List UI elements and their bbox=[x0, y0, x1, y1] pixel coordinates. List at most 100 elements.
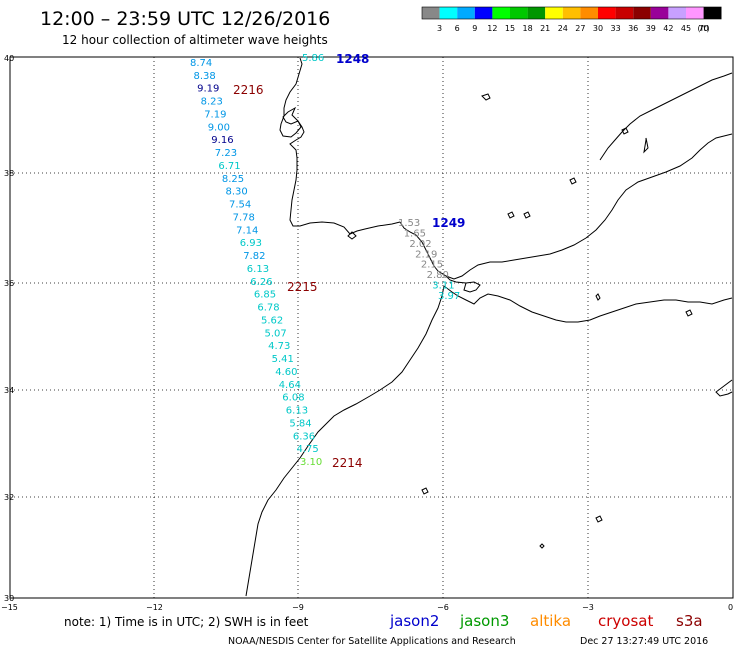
legend-label: 45 bbox=[681, 24, 691, 33]
wave-height-label: 1.53 bbox=[398, 218, 420, 229]
pass-label: 1248 bbox=[336, 52, 369, 66]
small-islet-1 bbox=[347, 231, 357, 240]
legend-label: 12 bbox=[487, 24, 497, 33]
altimeter-track-atlantic: 5.86 8.74 8.38 9.19 8.23 7.199.00 9.16 7.23 6.71… bbox=[190, 53, 324, 468]
legend-swatch bbox=[650, 7, 669, 19]
wave-height-label: 6.13 bbox=[286, 406, 308, 417]
lat-tick: 38 bbox=[4, 169, 14, 178]
wave-height-label: 3.10 bbox=[300, 457, 322, 468]
small-islet-7 bbox=[481, 93, 491, 101]
pass-labels: 1248 2216 1249 2215 2214 bbox=[233, 52, 465, 470]
lon-tick: −9 bbox=[292, 603, 304, 612]
legend-label: 18 bbox=[523, 24, 533, 33]
legend-label: 3 bbox=[437, 24, 442, 33]
small-islet-12 bbox=[685, 309, 693, 317]
wave-height-label: 4.64 bbox=[279, 380, 301, 391]
spain-south-coast bbox=[399, 133, 733, 280]
wave-height-label: 8.25 bbox=[222, 174, 244, 185]
legend-swatch bbox=[492, 7, 510, 19]
wave-height-label: 6.71 bbox=[218, 161, 240, 172]
legend-unit: (ft) bbox=[698, 24, 710, 33]
wave-height-label: 4.73 bbox=[268, 341, 290, 352]
credit-center: NOAA/NESDIS Center for Satellite Applica… bbox=[228, 636, 516, 647]
legend-swatch bbox=[422, 7, 440, 19]
wave-height-label: 8.74 bbox=[190, 58, 212, 69]
pass-label: 1249 bbox=[432, 216, 465, 230]
lon-tick: −12 bbox=[146, 603, 163, 612]
wave-height-label: 7.82 bbox=[243, 251, 265, 262]
wave-height-label: 5.86 bbox=[302, 53, 324, 64]
legend-label: 39 bbox=[646, 24, 656, 33]
wave-height-label: 9.19 bbox=[197, 84, 219, 95]
legend-swatch bbox=[510, 7, 528, 19]
latitude-tick-labels: 40 38 36 34 32 30 bbox=[4, 54, 14, 603]
wave-height-label: 2.02 bbox=[409, 239, 431, 250]
wave-height-label: 7.78 bbox=[233, 213, 255, 224]
wave-height-label: 1.65 bbox=[404, 228, 426, 239]
wave-height-label: 6.78 bbox=[257, 303, 279, 314]
wave-height-label: 9.16 bbox=[211, 135, 233, 146]
pass-label: 2214 bbox=[332, 456, 363, 470]
lat-tick: 40 bbox=[4, 54, 14, 63]
wave-height-color-legend: 3 6 9 12 15 18 21 24 27 30 33 36 39 42 45 70(ft) bbox=[421, 6, 722, 33]
wave-height-label: 5.07 bbox=[265, 328, 287, 339]
legend-swatch bbox=[457, 7, 475, 19]
graticule bbox=[10, 57, 733, 598]
legend-label: 36 bbox=[628, 24, 638, 33]
wave-height-label: 5.41 bbox=[272, 354, 294, 365]
wave-height-label: 6.93 bbox=[240, 238, 262, 249]
wave-height-label: 4.75 bbox=[297, 444, 319, 455]
pass-label: 2215 bbox=[287, 280, 318, 294]
wave-height-label: 7.54 bbox=[229, 200, 251, 211]
small-islet-11 bbox=[595, 293, 601, 301]
legend-label: 6 bbox=[455, 24, 460, 33]
wave-height-label: 8.38 bbox=[194, 71, 216, 82]
legend-label: 21 bbox=[540, 24, 550, 33]
morocco-med-coast bbox=[443, 285, 733, 323]
spain-north-coast bbox=[599, 72, 733, 161]
small-islet-5 bbox=[507, 211, 515, 219]
lon-tick: 0 bbox=[728, 603, 733, 612]
coastlines bbox=[245, 57, 733, 597]
satellite-name: jason2 bbox=[389, 612, 439, 630]
wave-height-label: 2.80 bbox=[427, 270, 449, 281]
wave-height-label: 7.19 bbox=[204, 110, 226, 121]
legend-swatch bbox=[439, 7, 458, 19]
legend-border bbox=[421, 6, 722, 20]
morocco-atlantic-coast bbox=[245, 285, 445, 597]
small-islet-2 bbox=[595, 515, 603, 523]
legend-swatch bbox=[527, 7, 546, 19]
small-islet-8 bbox=[621, 127, 629, 135]
legend-swatch bbox=[633, 7, 651, 19]
lat-tick: 34 bbox=[4, 386, 14, 395]
wave-height-label: 9.00 bbox=[208, 122, 230, 133]
legend-swatch bbox=[545, 7, 563, 19]
legend-swatch bbox=[668, 7, 686, 19]
wave-height-label: 3.11 bbox=[432, 281, 454, 292]
footer-note: note: 1) Time is in UTC; 2) SWH is in fe… bbox=[64, 615, 309, 629]
altimeter-track-gibraltar: 1.531.652.022.192.152.803.113.97 bbox=[398, 218, 460, 302]
lat-tick: 36 bbox=[4, 279, 14, 288]
wave-height-label: 2.15 bbox=[421, 260, 443, 271]
legend-label: 70 bbox=[699, 24, 709, 33]
legend-swatch bbox=[580, 7, 598, 19]
wave-height-label: 3.97 bbox=[438, 291, 460, 302]
longitude-tick-labels: −15 −12 −9 −6 −3 0 bbox=[1, 603, 733, 612]
legend-swatch bbox=[686, 7, 704, 19]
legend-label: 15 bbox=[505, 24, 515, 33]
wave-height-label: 8.30 bbox=[226, 187, 248, 198]
wave-height-label: 7.23 bbox=[215, 148, 237, 159]
legend-label: 30 bbox=[593, 24, 603, 33]
legend-label: 24 bbox=[558, 24, 568, 33]
wave-height-label: 6.26 bbox=[250, 277, 272, 288]
legend-swatch bbox=[598, 7, 616, 19]
satellite-name: cryosat bbox=[598, 612, 653, 630]
pass-label: 2216 bbox=[233, 83, 264, 97]
wave-height-label: 8.23 bbox=[201, 97, 223, 108]
legend-label: 9 bbox=[472, 24, 477, 33]
legend-swatch bbox=[615, 7, 634, 19]
wave-height-label: 6.85 bbox=[254, 290, 276, 301]
lat-tick: 30 bbox=[4, 594, 14, 603]
wave-height-label: 2.19 bbox=[415, 249, 437, 260]
